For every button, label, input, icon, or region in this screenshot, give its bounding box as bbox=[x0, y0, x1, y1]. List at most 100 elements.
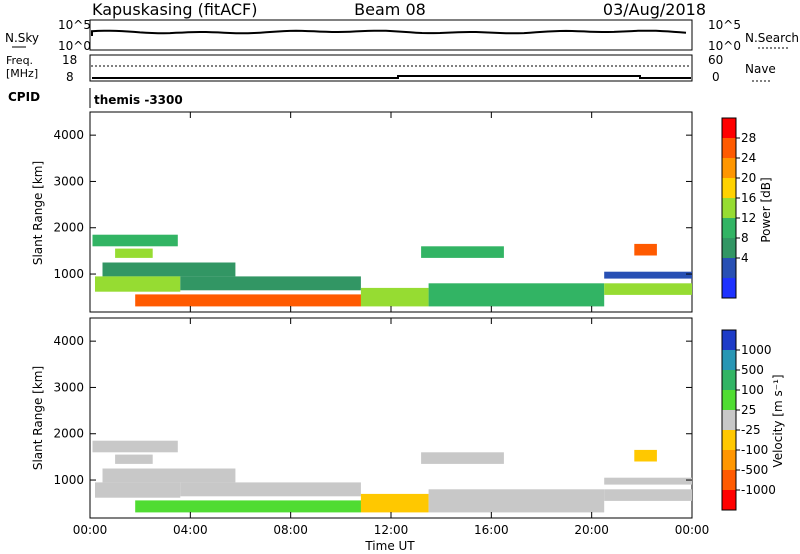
velocity-heatmap bbox=[92, 440, 692, 513]
cpid-text: themis -3300 bbox=[94, 93, 183, 107]
velocity-colorbar-tick-label: -25 bbox=[741, 423, 761, 437]
freq-label-2: [MHz] bbox=[6, 67, 38, 80]
x-tick-label: 16:00 bbox=[474, 523, 509, 537]
power-region bbox=[421, 246, 504, 258]
y-tick-label: 4000 bbox=[53, 128, 84, 142]
velocity-region bbox=[360, 493, 429, 513]
power-region bbox=[634, 243, 657, 256]
noise-right-tick-bottom: 10^0 bbox=[708, 39, 741, 53]
power-region bbox=[92, 234, 178, 247]
power-colorbar-swatch bbox=[722, 118, 736, 138]
freq-panel: Freq. [MHz] 18 8 60 0 Nave bbox=[6, 53, 776, 84]
power-colorbar-swatch bbox=[722, 158, 736, 178]
power-colorbar-swatch bbox=[722, 178, 736, 198]
velocity-colorbar-swatch bbox=[722, 410, 736, 430]
power-colorbar-swatch bbox=[722, 278, 736, 298]
freq-tick-top: 18 bbox=[62, 53, 77, 67]
noise-right-label: N.Search bbox=[745, 31, 799, 45]
velocity-region bbox=[604, 489, 692, 501]
power-colorbar-tick-label: 28 bbox=[741, 131, 756, 145]
y-tick-label: 2000 bbox=[53, 221, 84, 235]
velocity-colorbar-tick-label: -500 bbox=[741, 463, 768, 477]
velocity-colorbar-swatch bbox=[722, 390, 736, 410]
y-tick-label: 3000 bbox=[53, 174, 84, 188]
velocity-colorbar-frame bbox=[721, 329, 737, 511]
station-title: Kapuskasing (fitACF) bbox=[92, 0, 257, 19]
power-region bbox=[604, 283, 692, 295]
velocity-colorbar-swatch bbox=[722, 430, 736, 450]
y-tick-label: 4000 bbox=[53, 334, 84, 348]
power-region bbox=[95, 276, 181, 292]
power-y-ticks: 1000 2000 3000 4000 bbox=[53, 128, 692, 281]
velocity-region bbox=[95, 482, 181, 498]
power-colorbar-swatch bbox=[722, 218, 736, 238]
nave-tick-bottom: 0 bbox=[712, 70, 720, 84]
noise-left-tick-bottom: 10^0 bbox=[58, 39, 91, 53]
power-region bbox=[360, 287, 429, 307]
velocity-region bbox=[421, 452, 504, 464]
x-tick-label: 04:00 bbox=[173, 523, 208, 537]
velocity-colorbar-swatch bbox=[722, 330, 736, 350]
y-tick-label: 3000 bbox=[53, 380, 84, 394]
velocity-region bbox=[604, 477, 692, 485]
y-tick-label: 2000 bbox=[53, 427, 84, 441]
x-tick-label: 00:00 bbox=[73, 523, 108, 537]
velocity-colorbar-tick-label: -100 bbox=[741, 443, 768, 457]
power-colorbar-tick-label: 12 bbox=[741, 211, 756, 225]
velocity-region bbox=[92, 440, 178, 453]
noise-right-tick-top: 10^5 bbox=[708, 18, 741, 32]
velocity-y-ticks: 1000 2000 3000 4000 bbox=[53, 334, 692, 487]
power-region bbox=[604, 271, 692, 279]
power-region bbox=[115, 248, 153, 258]
velocity-region bbox=[115, 454, 153, 464]
power-region bbox=[180, 276, 361, 291]
freq-label-1: Freq. bbox=[6, 54, 33, 67]
velocity-colorbar-tick-label: 500 bbox=[741, 363, 764, 377]
power-colorbar-tick-label: 24 bbox=[741, 151, 756, 165]
velocity-colorbar-tick-label: 25 bbox=[741, 403, 756, 417]
x-tick-label: 20:00 bbox=[574, 523, 609, 537]
power-colorbar-swatch bbox=[722, 198, 736, 218]
freq-tick-bottom: 8 bbox=[66, 70, 74, 84]
power-colorbar-tick-label: 20 bbox=[741, 171, 756, 185]
power-colorbar-title: Power [dB] bbox=[759, 177, 773, 242]
velocity-region bbox=[135, 500, 361, 513]
x-axis-label: Time UT bbox=[364, 539, 415, 553]
power-colorbar-tick-label: 16 bbox=[741, 191, 756, 205]
y-tick-label: 1000 bbox=[53, 267, 84, 281]
noise-left-label: N.Sky bbox=[5, 31, 39, 45]
power-colorbar-swatch bbox=[722, 138, 736, 158]
power-heatmap bbox=[92, 234, 692, 307]
power-colorbar: 28 24 20 16 12 8 4 bbox=[721, 117, 756, 299]
velocity-y-axis-label: Slant Range [km] bbox=[31, 366, 45, 470]
power-y-axis-label: Slant Range [km] bbox=[31, 161, 45, 265]
velocity-colorbar-swatch bbox=[722, 350, 736, 370]
power-region bbox=[428, 283, 605, 307]
velocity-colorbar-tick-label: -1000 bbox=[741, 483, 776, 497]
velocity-colorbar-swatch bbox=[722, 490, 736, 510]
nave-label: Nave bbox=[745, 62, 776, 76]
velocity-colorbar-swatch bbox=[722, 370, 736, 390]
power-colorbar-tick-label: 8 bbox=[741, 231, 749, 245]
power-colorbar-tick-label: 4 bbox=[741, 251, 749, 265]
y-tick-label: 1000 bbox=[53, 473, 84, 487]
velocity-region bbox=[428, 489, 605, 513]
velocity-colorbar-title: Velocity [m s⁻¹] bbox=[771, 374, 785, 467]
velocity-colorbar-swatch bbox=[722, 470, 736, 490]
beam-title: Beam 08 bbox=[354, 0, 426, 19]
x-axis-ticks: 00:00 04:00 08:00 12:00 16:00 20:00 00:00 bbox=[73, 112, 710, 537]
noise-panel: N.Sky 10^5 10^0 10^5 10^0 N.Search bbox=[5, 18, 799, 53]
velocity-colorbar: 1000 500 100 25 -25 -100 -500 -1000 bbox=[721, 329, 776, 511]
noise-left-tick-top: 10^5 bbox=[58, 18, 91, 32]
freq-panel-frame bbox=[89, 54, 693, 82]
velocity-colorbar-tick-label: 100 bbox=[741, 383, 764, 397]
date-title: 03/Aug/2018 bbox=[603, 0, 706, 19]
velocity-colorbar-tick-label: 1000 bbox=[741, 343, 772, 357]
noise-panel-frame bbox=[89, 19, 693, 51]
velocity-colorbar-swatch bbox=[722, 450, 736, 470]
x-tick-label: 12:00 bbox=[374, 523, 409, 537]
x-tick-label: 00:00 bbox=[675, 523, 710, 537]
power-region bbox=[102, 262, 236, 277]
cpid-label: CPID bbox=[8, 90, 40, 104]
